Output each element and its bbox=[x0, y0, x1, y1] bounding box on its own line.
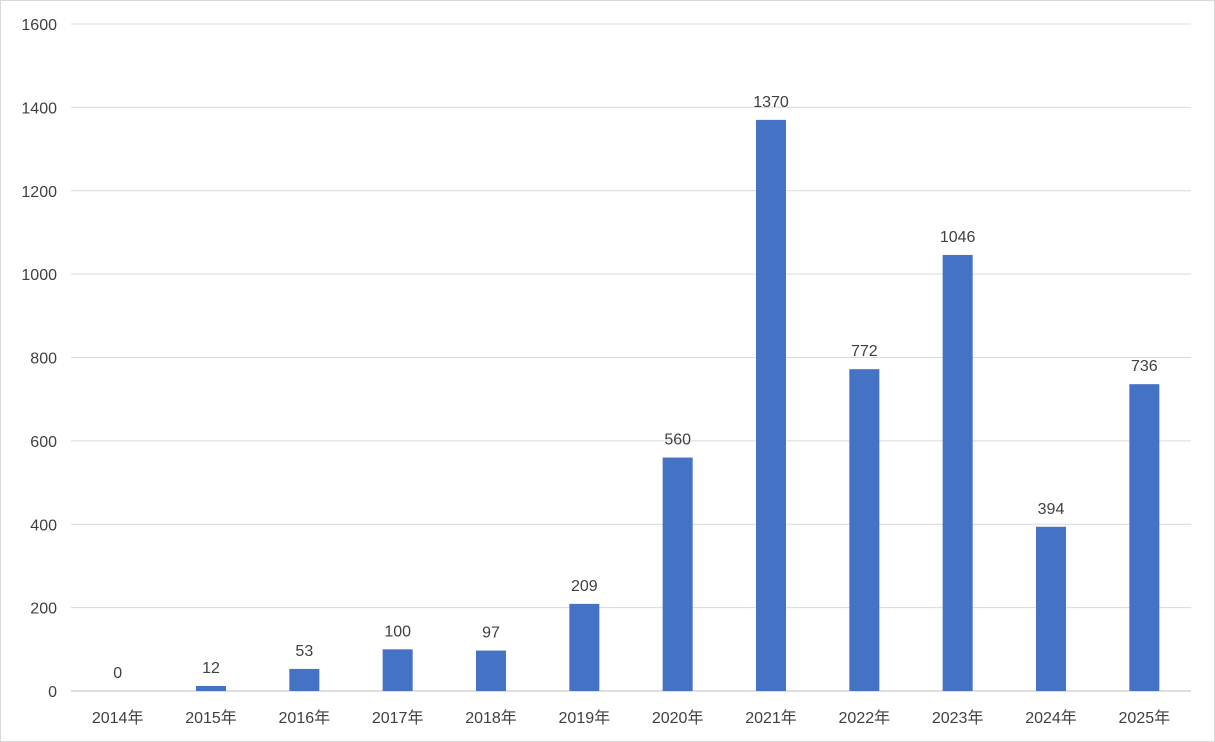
data-label: 0 bbox=[113, 665, 122, 682]
bar bbox=[662, 457, 693, 691]
y-tick-label: 400 bbox=[30, 517, 57, 534]
x-tick-label: 2022年 bbox=[839, 709, 891, 727]
bar bbox=[382, 649, 413, 691]
x-tick-label: 2025年 bbox=[1119, 709, 1171, 727]
data-label: 209 bbox=[571, 578, 598, 595]
bar bbox=[849, 369, 880, 691]
y-tick-label: 1600 bbox=[21, 17, 57, 34]
y-tick-label: 0 bbox=[48, 684, 57, 701]
y-axis-ticks: 0 200 400 600 800 1000 1200 1400 1600 bbox=[21, 17, 57, 701]
x-tick-label: 2020年 bbox=[652, 709, 704, 727]
data-label: 1046 bbox=[940, 229, 976, 246]
bar bbox=[756, 119, 786, 692]
data-label: 53 bbox=[295, 643, 313, 660]
bar bbox=[569, 603, 600, 691]
x-tick-label: 2016年 bbox=[279, 709, 331, 727]
y-tick-label: 1000 bbox=[21, 267, 57, 284]
x-axis-ticks: 2014年 2015年 2016年 2017年 2018年 2019年 2020年 2021年… bbox=[92, 709, 1170, 727]
x-tick-label: 2021年 bbox=[745, 709, 797, 727]
data-label: 1370 bbox=[753, 94, 789, 111]
data-label: 100 bbox=[384, 623, 411, 640]
data-label: 560 bbox=[664, 432, 691, 449]
data-label: 772 bbox=[851, 343, 878, 360]
x-tick-label: 2014年 bbox=[92, 709, 144, 727]
bar bbox=[942, 254, 973, 692]
gridlines bbox=[71, 23, 1191, 692]
data-label: 736 bbox=[1131, 358, 1158, 375]
y-tick-label: 1400 bbox=[21, 100, 57, 117]
bar bbox=[196, 685, 226, 691]
y-tick-label: 800 bbox=[30, 351, 57, 368]
data-label: 394 bbox=[1038, 501, 1065, 518]
x-tick-label: 2015年 bbox=[185, 709, 237, 727]
y-tick-label: 200 bbox=[30, 601, 57, 618]
bar bbox=[1129, 384, 1160, 691]
data-labels: 0 12 53 100 97 209 560 1370 772 1046 394 736 bbox=[113, 94, 1158, 682]
x-tick-label: 2023年 bbox=[932, 709, 984, 727]
bar bbox=[476, 650, 506, 691]
bar bbox=[1036, 526, 1066, 691]
x-tick-label: 2017年 bbox=[372, 709, 424, 727]
x-tick-label: 2019年 bbox=[559, 709, 611, 727]
y-tick-label: 1200 bbox=[21, 184, 57, 201]
data-label: 12 bbox=[202, 660, 220, 677]
y-tick-label: 600 bbox=[30, 434, 57, 451]
x-tick-label: 2018年 bbox=[465, 709, 517, 727]
bar bbox=[289, 668, 320, 691]
bars bbox=[196, 119, 1160, 692]
x-tick-label: 2024年 bbox=[1025, 709, 1077, 727]
data-label: 97 bbox=[482, 625, 500, 642]
